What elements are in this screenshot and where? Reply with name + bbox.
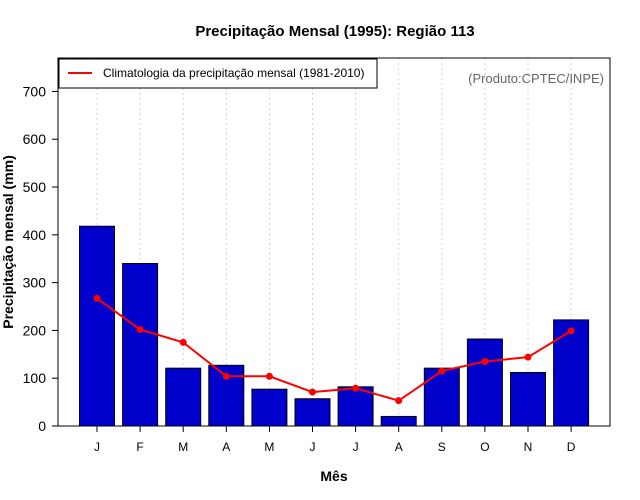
legend-label: Climatologia da precipitação mensal (198…: [103, 66, 364, 80]
x-tick-label: F: [136, 440, 143, 454]
y-tick-label: 100: [23, 370, 47, 386]
climatology-point-3: [222, 372, 230, 380]
climatology-point-9: [481, 357, 489, 365]
climatology-point-11: [567, 327, 575, 335]
x-tick-label: N: [524, 440, 533, 454]
climatology-point-0: [93, 294, 101, 302]
y-tick-label: 200: [23, 322, 47, 338]
y-tick-label: 300: [23, 275, 47, 291]
bar-2: [165, 367, 202, 427]
x-tick-label: A: [395, 440, 403, 454]
climatology-point-4: [265, 372, 273, 380]
y-axis-label: Precipitação mensal (mm): [0, 155, 16, 329]
climatology-point-10: [524, 353, 532, 361]
bar-7: [380, 415, 417, 427]
legend-box: [58, 58, 378, 89]
y-axis: 0 100 200 300 400 500 600 700: [23, 83, 58, 434]
bar-5: [294, 398, 331, 427]
bar-10: [510, 371, 546, 427]
bar-0: [79, 225, 115, 427]
x-tick-label: A: [222, 440, 230, 454]
plot-frame: [57, 57, 611, 427]
y-tick-label: 400: [23, 227, 47, 243]
x-tick-label: S: [438, 440, 446, 454]
x-tick-label: O: [480, 440, 489, 454]
y-tick-label: 600: [23, 131, 47, 147]
chart-title: Precipitação Mensal (1995): Região 113: [195, 23, 474, 40]
climatology-point-6: [352, 384, 360, 392]
climatology-point-1: [136, 325, 144, 333]
climatology-point-2: [179, 338, 187, 346]
x-tick-label: J: [353, 440, 359, 454]
climatology-point-7: [395, 397, 403, 405]
y-tick-label: 0: [38, 418, 46, 434]
bar-9: [466, 338, 503, 427]
y-tick-label: 500: [23, 179, 47, 195]
climatology-line: [93, 294, 575, 405]
climatology-polyline: [96, 297, 572, 402]
source-credit: (Produto:CPTEC/INPE): [468, 71, 604, 86]
x-tick-label: M: [178, 440, 188, 454]
bars: [79, 225, 590, 427]
bar-4: [251, 388, 288, 427]
climatology-point-8: [438, 367, 446, 375]
x-tick-label: D: [567, 440, 576, 454]
legend: Climatologia da precipitação mensal (198…: [58, 58, 378, 89]
y-tick-label: 700: [23, 83, 47, 99]
bar-1: [122, 263, 159, 427]
x-tick-label: M: [264, 440, 274, 454]
bar-11: [553, 319, 590, 427]
x-tick-label: J: [310, 440, 316, 454]
bar-8: [423, 367, 460, 427]
climatology-point-5: [309, 388, 316, 396]
x-axis-label: Mês: [320, 468, 347, 484]
x-tick-label: J: [94, 440, 100, 454]
